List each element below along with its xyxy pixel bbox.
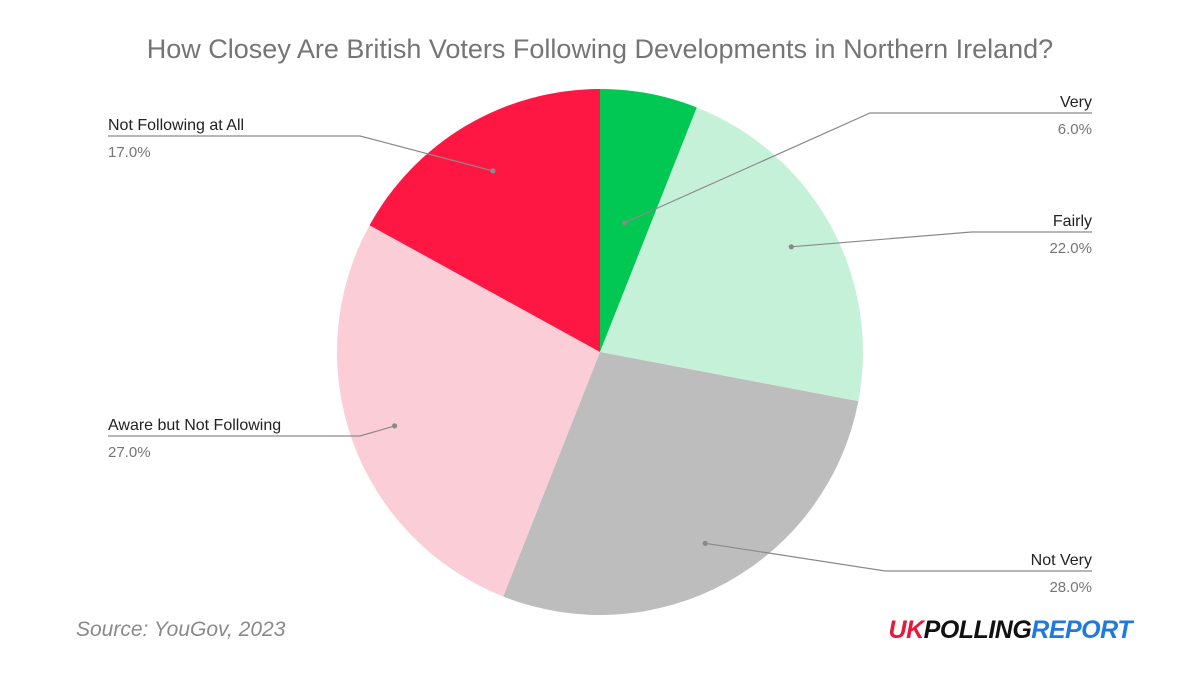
pie-slice-not-following-at-all <box>369 89 600 352</box>
slice-value-label: 27.0% <box>108 444 151 461</box>
slice-label-very: Very 6.0% <box>622 94 1092 226</box>
slice-value-label: 17.0% <box>108 144 151 161</box>
slice-label-fairly: Fairly 22.0% <box>788 213 1092 257</box>
slice-value-label: 6.0% <box>1058 121 1092 138</box>
leader-line <box>108 425 395 437</box>
leader-line <box>791 231 1092 248</box>
chart-title: How Closey Are British Voters Following … <box>146 34 1054 64</box>
leader-line <box>108 135 494 172</box>
logo-part-report: REPORT <box>1031 616 1132 644</box>
source-note: Source: YouGov, 2023 <box>76 618 286 641</box>
pie-slice-not-very <box>503 352 859 615</box>
brand-logo: UKPOLLINGREPORT <box>888 616 1133 645</box>
slice-label-not-following-at-all: Not Following at All 17.0% <box>108 117 496 174</box>
slice-label-not-very: Not Very 28.0% <box>702 540 1092 596</box>
pie-slice-aware-but-not-following <box>336 225 600 597</box>
slice-value-label: 28.0% <box>1049 579 1092 596</box>
slice-name-label: Fairly <box>1053 213 1092 230</box>
pie-slice-fairly <box>600 107 863 402</box>
leader-line <box>624 112 1092 224</box>
slice-name-label: Very <box>1060 94 1092 111</box>
slice-name-label: Not Very <box>1031 552 1092 569</box>
logo-part-uk: UK <box>888 616 925 644</box>
leader-line <box>705 542 1092 572</box>
slice-value-label: 22.0% <box>1049 240 1092 257</box>
slice-label-aware-but-not-following: Aware but Not Following 27.0% <box>108 417 398 461</box>
logo-part-polling: POLLING <box>923 616 1032 644</box>
pie-slice-very <box>600 89 697 352</box>
slice-name-label: Aware but Not Following <box>108 417 281 434</box>
slice-name-label: Not Following at All <box>108 117 244 134</box>
